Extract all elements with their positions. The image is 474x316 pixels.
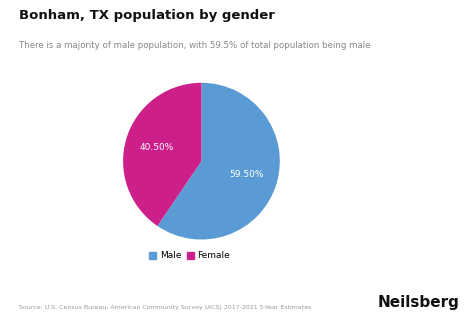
Text: 40.50%: 40.50% (139, 143, 173, 152)
Text: There is a majority of male population, with 59.5% of total population being mal: There is a majority of male population, … (19, 41, 371, 50)
Text: 59.50%: 59.50% (229, 171, 264, 179)
Legend: Male, Female: Male, Female (146, 248, 234, 264)
Text: Source: U.S. Census Bureau, American Community Survey (ACS) 2017-2021 5-Year Est: Source: U.S. Census Bureau, American Com… (19, 305, 311, 310)
Wedge shape (123, 83, 201, 226)
Text: Bonham, TX population by gender: Bonham, TX population by gender (19, 9, 275, 22)
Text: Neilsberg: Neilsberg (378, 295, 460, 310)
Wedge shape (157, 83, 280, 240)
